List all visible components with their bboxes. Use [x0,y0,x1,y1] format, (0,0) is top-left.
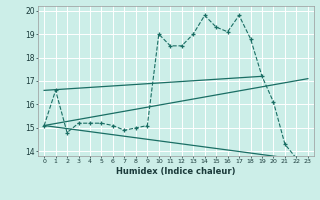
X-axis label: Humidex (Indice chaleur): Humidex (Indice chaleur) [116,167,236,176]
